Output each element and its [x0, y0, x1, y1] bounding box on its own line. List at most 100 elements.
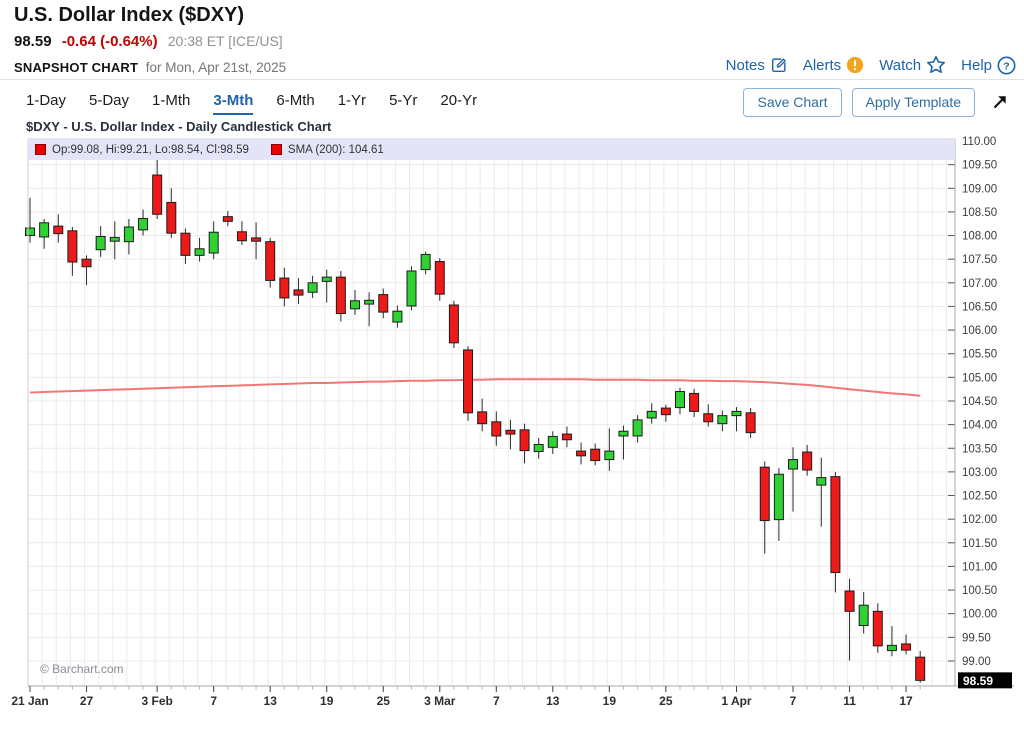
y-axis-label: 101.00	[962, 561, 997, 573]
candle-jan-31	[138, 218, 149, 231]
legend-sma-label: SMA (200): 104.61	[287, 143, 384, 156]
candle-feb-4	[166, 201, 177, 234]
x-axis-label: 17	[899, 694, 913, 708]
candle-apr-15	[872, 610, 883, 647]
x-axis-label: 13	[546, 694, 560, 708]
y-axis-label: 102.50	[962, 491, 997, 503]
grid	[28, 139, 955, 686]
candle-feb-25	[378, 294, 389, 313]
y-axis-label: 100.00	[962, 609, 997, 621]
last-price: 98.59	[14, 33, 52, 50]
candle-mar-10	[505, 429, 516, 435]
x-axis-label: 13	[264, 694, 278, 708]
snapshot-date: for Mon, Apr 21st, 2025	[145, 60, 287, 75]
candle-mar-25	[660, 407, 671, 416]
y-axis-label: 105.00	[962, 372, 997, 384]
tab-6-mth[interactable]: 6-Mth	[276, 92, 315, 109]
candle-mar-31	[717, 415, 728, 425]
candle-apr-16	[886, 644, 897, 652]
tab-1-yr[interactable]: 1-Yr	[337, 92, 367, 109]
svg-text:?: ?	[1003, 61, 1009, 72]
price-change: -0.64 (-0.64%)	[61, 33, 158, 50]
candle-apr-10	[830, 476, 841, 574]
candle-feb-20	[335, 276, 346, 315]
tab-5-yr[interactable]: 5-Yr	[389, 92, 418, 109]
candle-mar-3	[434, 261, 445, 295]
candle-feb-26	[392, 310, 403, 323]
y-axis-label: 102.00	[962, 514, 997, 526]
x-axis-label: 7	[210, 694, 217, 708]
tab-1-mth[interactable]: 1-Mth	[152, 92, 191, 109]
candle-feb-21	[349, 300, 360, 310]
notes-label: Notes	[725, 56, 765, 74]
candle-feb-19	[321, 276, 332, 282]
x-axis-label: 21 Jan	[11, 694, 48, 708]
legend-ohlc: Op:99.08, Hi:99.21, Lo:98.54, Cl:98.59	[35, 144, 249, 156]
candle-mar-13	[547, 435, 558, 448]
save-chart-button[interactable]: Save Chart	[743, 88, 842, 117]
candle-mar-20	[618, 430, 629, 437]
candle-mar-27	[689, 392, 700, 412]
x-axis-label: 3 Mar	[424, 694, 456, 708]
candle-apr-17	[901, 643, 912, 651]
candle-jan-23	[53, 225, 64, 235]
tab-20-yr[interactable]: 20-Yr	[440, 92, 478, 109]
y-axis-label: 103.50	[962, 443, 997, 455]
legend-ohlc-label: Op:99.08, Hi:99.21, Lo:98.54, Cl:98.59	[52, 143, 249, 156]
candle-feb-17	[293, 289, 304, 296]
x-axis-label: 25	[377, 694, 391, 708]
candle-jan-22	[39, 222, 50, 238]
y-axis-label: 107.50	[962, 254, 997, 266]
candle-jan-24	[67, 230, 78, 263]
chart-legend: Op:99.08, Hi:99.21, Lo:98.54, Cl:98.59 S…	[28, 139, 955, 160]
y-axis-label: 103.00	[962, 467, 997, 479]
x-axis-label: 3 Feb	[141, 694, 172, 708]
tab-1-day[interactable]: 1-Day	[26, 92, 67, 109]
alert-circle-icon	[846, 56, 864, 74]
x-axis-label: 1 Apr	[721, 694, 752, 708]
y-axis-label: 105.50	[962, 349, 997, 361]
candlestick-chart[interactable]: 110.00 109.50 109.00 108.50 108.00 107.50 107.…	[0, 130, 1024, 739]
candle-mar-5	[463, 349, 474, 414]
alerts-link[interactable]: Alerts	[803, 56, 864, 74]
timeframe-tabs: 1-Day 5-Day 1-Mth 3-Mth 6-Mth 1-Yr 5-Yr …	[26, 92, 477, 115]
y-axis-label: 107.00	[962, 278, 997, 290]
candle-mar-26	[674, 391, 685, 409]
last-price-badge	[958, 672, 1012, 689]
candle-apr-8	[802, 451, 813, 471]
candle-mar-28	[703, 413, 714, 423]
candle-feb-11	[236, 231, 247, 242]
help-link[interactable]: Help ?	[961, 56, 1016, 75]
candle-mar-4	[448, 304, 459, 344]
candle-feb-10	[222, 216, 233, 222]
tab-3-mth[interactable]: 3-Mth	[213, 92, 254, 115]
candle-feb-14	[279, 277, 290, 299]
candle-jan-28	[95, 235, 106, 251]
x-axis-label: 27	[80, 694, 94, 708]
candle-apr-7	[788, 459, 799, 470]
candle-apr-14	[858, 604, 869, 627]
candle-mar-14	[561, 433, 572, 441]
candle-feb-3	[152, 174, 163, 215]
candle-feb-6	[194, 248, 205, 256]
y-axis-label: 99.00	[962, 656, 991, 668]
expand-chart-icon[interactable]	[990, 92, 1010, 112]
y-axis-label: 104.50	[962, 396, 997, 408]
notes-link[interactable]: Notes	[726, 56, 788, 74]
star-icon	[926, 55, 946, 75]
candle-apr-11	[844, 590, 855, 612]
candle-jan-29	[109, 236, 120, 242]
axes: 110.00 109.50 109.00 108.50 108.00 107.50 107.…	[11, 136, 1014, 708]
apply-template-button[interactable]: Apply Template	[851, 88, 975, 117]
x-axis-label: 11	[843, 694, 856, 708]
chart-canvas: 110.00 109.50 109.00 108.50 108.00 107.50 107.…	[11, 136, 1014, 708]
page-title: U.S. Dollar Index ($DXY)	[14, 4, 245, 26]
quote-time: 20:38 ET [ICE/US]	[167, 33, 283, 49]
candle-apr-21	[915, 656, 926, 681]
y-axis-label: 109.50	[962, 160, 997, 172]
y-axis-label: 99.50	[962, 632, 991, 644]
y-axis-label: 100.50	[962, 585, 997, 597]
tab-5-day[interactable]: 5-Day	[89, 92, 130, 109]
watch-link[interactable]: Watch	[879, 55, 946, 75]
